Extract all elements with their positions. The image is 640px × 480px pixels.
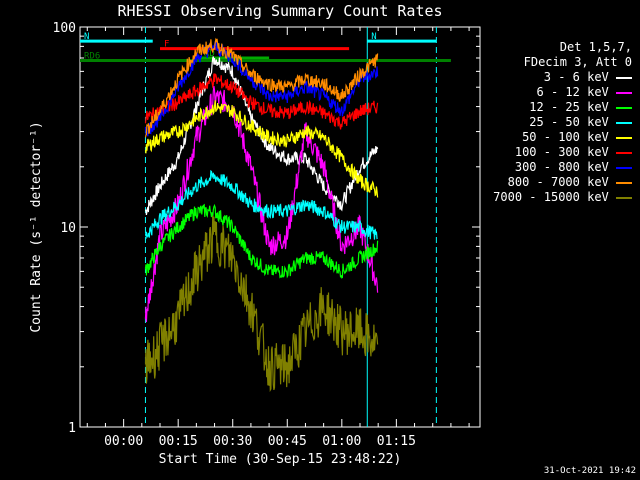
series-line <box>144 215 379 393</box>
legend-item: 6 - 12 keV <box>493 85 632 100</box>
legend-header-2: FDecim 3, Att 0 <box>523 55 632 69</box>
chart-title: RHESSI Observing Summary Count Rates <box>117 2 443 20</box>
legend-item: 300 - 800 keV <box>493 160 632 175</box>
y-axis-label: Count Rate (s⁻¹ detector⁻¹) <box>29 121 44 332</box>
flag-label-f: F <box>164 40 169 50</box>
legend-item: 7000 - 15000 keV <box>493 190 632 205</box>
legend-swatch <box>616 181 632 184</box>
legend-item-label: 100 - 300 keV <box>514 145 616 159</box>
legend-swatch <box>616 166 632 169</box>
series-line <box>144 37 379 138</box>
legend-item-label: 300 - 800 keV <box>514 160 616 174</box>
legend-swatch <box>616 76 632 79</box>
legend-item-label: 12 - 25 keV <box>529 100 616 114</box>
flag-label-rd6: RD6 <box>84 51 100 61</box>
y-tick-label: 10 <box>60 221 76 236</box>
legend: Det 1,5,7, FDecim 3, Att 0 3 - 6 keV 6 -… <box>493 40 632 205</box>
legend-swatch <box>616 196 632 199</box>
series-line <box>144 169 378 240</box>
legend-swatch <box>616 151 632 154</box>
x-tick-label: 01:15 <box>377 434 416 449</box>
series-line <box>144 203 379 279</box>
legend-item-label: 7000 - 15000 keV <box>493 190 616 204</box>
legend-item: 12 - 25 keV <box>493 100 632 115</box>
legend-swatch <box>616 121 632 124</box>
legend-items: 3 - 6 keV 6 - 12 keV 12 - 25 keV 25 - 50… <box>493 70 632 205</box>
y-tick-label: 100 <box>53 21 76 36</box>
legend-item: 800 - 7000 keV <box>493 175 632 190</box>
flag-label-n: N <box>371 32 376 42</box>
legend-item: 100 - 300 keV <box>493 145 632 160</box>
legend-swatch <box>616 106 632 109</box>
legend-item: 3 - 6 keV <box>493 70 632 85</box>
x-tick-label: 01:00 <box>322 434 361 449</box>
series-line <box>144 100 379 198</box>
legend-item-label: 6 - 12 keV <box>536 85 616 99</box>
legend-swatch <box>616 91 632 94</box>
series-line <box>144 41 379 137</box>
y-tick-label: 1 <box>68 421 76 436</box>
legend-item: 25 - 50 keV <box>493 115 632 130</box>
flag-label-rd: RD <box>204 49 215 59</box>
legend-header-1: Det 1,5,7, <box>559 40 632 54</box>
x-tick-label: 00:00 <box>104 434 143 449</box>
legend-swatch <box>616 136 632 139</box>
x-tick-label: 00:15 <box>159 434 198 449</box>
legend-item-label: 800 - 7000 keV <box>507 175 616 189</box>
flag-label-n: N <box>84 32 89 42</box>
x-tick-label: 00:30 <box>213 434 252 449</box>
legend-item: 50 - 100 keV <box>493 130 632 145</box>
series-line <box>144 73 379 130</box>
legend-item-label: 50 - 100 keV <box>522 130 616 144</box>
x-axis-label: Start Time (30-Sep-15 23:48:22) <box>159 452 402 467</box>
legend-item-label: 3 - 6 keV <box>543 70 616 84</box>
timestamp: 31-Oct-2021 19:42 <box>543 466 636 476</box>
x-tick-label: 00:45 <box>268 434 307 449</box>
legend-item-label: 25 - 50 keV <box>529 115 616 129</box>
